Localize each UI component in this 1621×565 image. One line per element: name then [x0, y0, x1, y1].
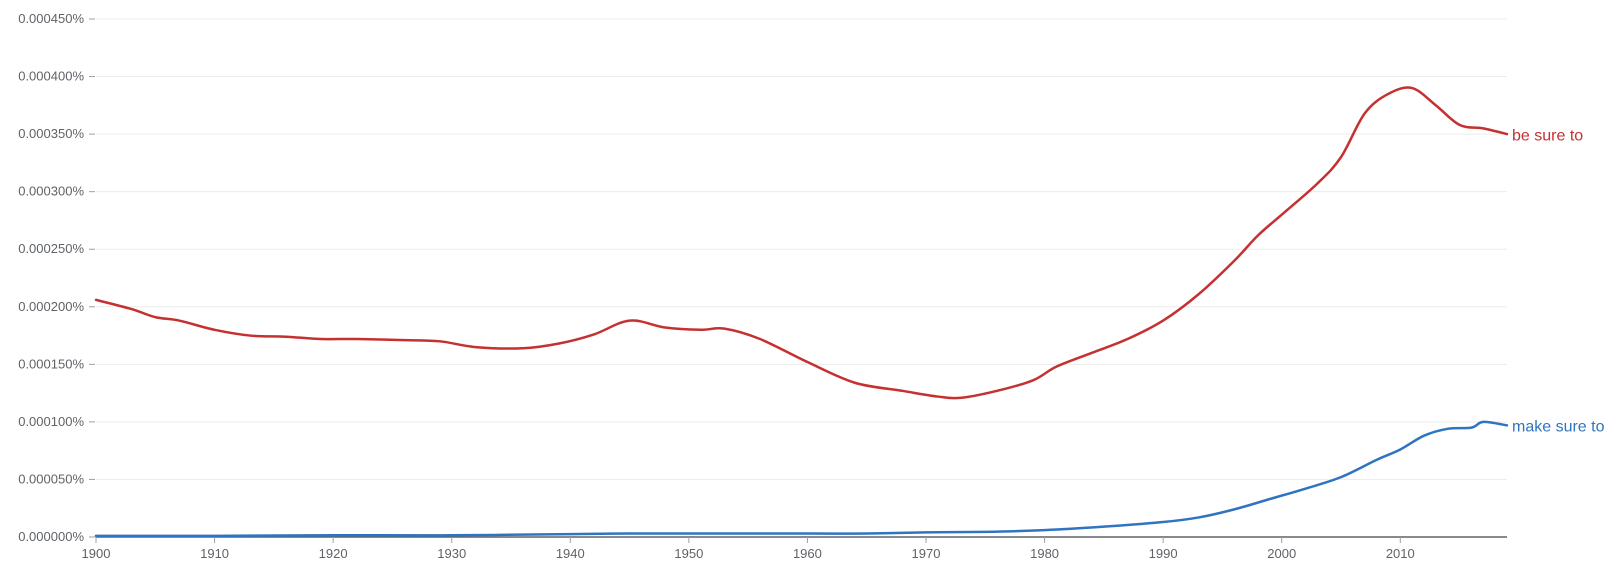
y-tick-label: 0.000350%: [18, 126, 84, 141]
x-tick-label: 1930: [437, 546, 466, 561]
x-tick-label: 1920: [319, 546, 348, 561]
y-tick-label: 0.000400%: [18, 69, 84, 84]
x-tick-label: 1980: [1030, 546, 1059, 561]
y-tick-label: 0.000300%: [18, 184, 84, 199]
x-tick-label: 1940: [556, 546, 585, 561]
y-tick-label: 0.000050%: [18, 471, 84, 486]
series-line-make-sure-to[interactable]: [94, 420, 1509, 538]
series-label-be-sure-to[interactable]: be sure to: [1512, 127, 1583, 144]
y-tick-label: 0.000250%: [18, 241, 84, 256]
grid-lines: [96, 18, 1507, 480]
series-label-make-sure-to[interactable]: make sure to: [1512, 419, 1605, 436]
y-tick-label: 0.000000%: [18, 529, 84, 544]
x-tick-label: 1970: [912, 546, 941, 561]
y-tick-label: 0.000200%: [18, 299, 84, 314]
series-labels: be sure to make sure to: [1512, 127, 1605, 435]
x-axis: 1900 1910 1920 1930 1940 1950 1960 1970 1980 1990…: [82, 536, 1507, 561]
x-tick-label: 2010: [1386, 546, 1415, 561]
x-tick-label: 1900: [82, 546, 111, 561]
y-tick-label: 0.000100%: [18, 414, 84, 429]
x-tick-label: 1910: [200, 546, 229, 561]
x-tick-label: 1950: [674, 546, 703, 561]
series-line-be-sure-to[interactable]: [94, 86, 1509, 400]
y-tick-label: 0.000150%: [18, 356, 84, 371]
series-lines: [94, 86, 1509, 538]
y-tick-label: 0.000450%: [18, 11, 84, 26]
x-tick-label: 2000: [1267, 546, 1296, 561]
x-tick-label: 1990: [1149, 546, 1178, 561]
y-axis: 0.000000% 0.000050% 0.000100% 0.000150% 0.00…: [18, 11, 95, 544]
x-tick-label: 1960: [793, 546, 822, 561]
